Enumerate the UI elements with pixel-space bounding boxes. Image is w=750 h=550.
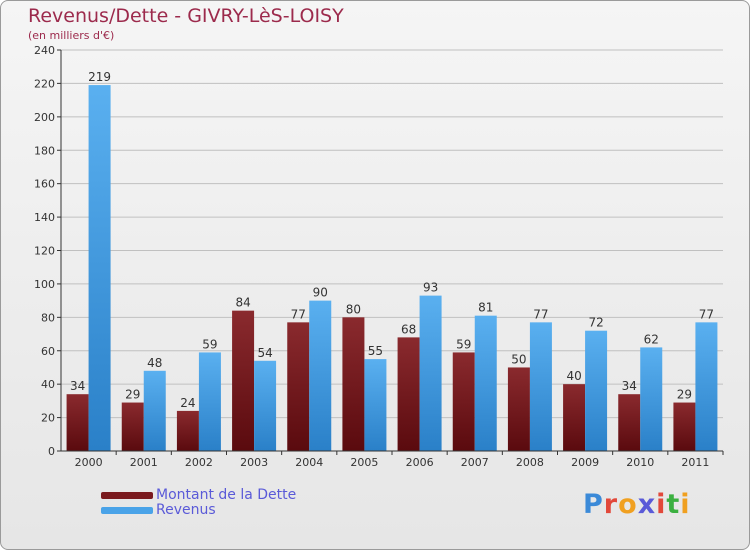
bar-dette: [232, 310, 255, 451]
bar-revenus: [198, 352, 221, 451]
data-label: 77: [291, 307, 306, 321]
x-tick-label: 2004: [295, 456, 323, 469]
bar-revenus: [364, 359, 387, 451]
y-tick-label: 80: [41, 311, 55, 324]
bar-dette: [507, 367, 530, 451]
x-tick-label: 2001: [130, 456, 158, 469]
data-label: 29: [677, 388, 692, 402]
data-label: 93: [423, 281, 438, 295]
bar-revenus: [419, 295, 442, 451]
data-label: 54: [257, 346, 272, 360]
y-tick-label: 100: [34, 278, 55, 291]
bar-dette: [618, 394, 641, 451]
proxiti-logo: Proxiti: [583, 489, 691, 520]
logo-letter: i: [680, 489, 691, 520]
bar-revenus: [640, 347, 663, 451]
y-tick-label: 40: [41, 378, 55, 391]
logo-letter: r: [603, 489, 619, 520]
y-tick-label: 160: [34, 178, 55, 191]
y-tick-label: 200: [34, 111, 55, 124]
data-label: 40: [566, 369, 581, 383]
logo-letter: x: [637, 489, 657, 520]
data-label: 219: [88, 70, 111, 84]
bar-dette: [121, 402, 144, 451]
data-label: 77: [699, 307, 714, 321]
bar-dette: [66, 394, 89, 451]
data-label: 59: [202, 337, 217, 351]
bar-dette: [673, 402, 696, 451]
bar-revenus: [585, 330, 608, 451]
data-label: 68: [401, 322, 416, 336]
data-labels: 34 219 29 48 24 59 84 54 77 90 80 55 68 93 59 81 50 77 40 7…: [70, 70, 714, 410]
bar-revenus: [529, 322, 552, 451]
x-tick-label: 2010: [626, 456, 654, 469]
y-tick-label: 20: [41, 412, 55, 425]
y-tick-label: 60: [41, 345, 55, 358]
x-tick-label: 2002: [185, 456, 213, 469]
bar-dette: [176, 410, 199, 451]
y-tick-label: 180: [34, 144, 55, 157]
bar-dette: [287, 322, 310, 451]
data-label: 77: [533, 307, 548, 321]
x-tick-label: 2009: [571, 456, 599, 469]
y-tick-label: 140: [34, 211, 55, 224]
data-label: 29: [125, 388, 140, 402]
data-label: 59: [456, 337, 471, 351]
logo-letter: P: [583, 489, 604, 520]
data-label: 72: [588, 316, 603, 330]
legend-swatch-dette: [101, 491, 153, 499]
data-label: 84: [235, 296, 250, 310]
data-label: 50: [511, 352, 526, 366]
x-tick-label: 2003: [240, 456, 268, 469]
axes: 0 20 40 60 80 100 120 140 160 180 200 220 240 2000 200…: [34, 44, 724, 469]
logo-letter: o: [618, 489, 638, 520]
x-tick-label: 2006: [406, 456, 434, 469]
bar-dette: [563, 384, 586, 451]
data-label: 90: [313, 286, 328, 300]
bar-revenus: [254, 360, 277, 451]
logo-letter: i: [656, 489, 667, 520]
legend-swatch-revenus: [101, 506, 153, 514]
grid-lines: [61, 49, 723, 419]
chart-title: Revenus/Dette - GIVRY-LèS-LOISY: [28, 5, 344, 27]
data-label: 34: [622, 379, 637, 393]
bar-revenus: [143, 370, 166, 451]
x-tick-label: 2005: [350, 456, 378, 469]
legend-label-revenus: Revenus: [156, 502, 216, 518]
bar-revenus: [695, 322, 718, 451]
data-label: 80: [346, 302, 361, 316]
data-label: 24: [180, 396, 195, 410]
y-tick-label: 0: [48, 445, 55, 458]
y-tick-label: 220: [34, 77, 55, 90]
x-tick-label: 2000: [75, 456, 103, 469]
y-tick-label: 240: [34, 44, 55, 57]
legend-item-dette: Montant de la Dette: [101, 487, 297, 503]
bar-revenus: [88, 85, 111, 452]
bars: [66, 85, 718, 452]
chart-subtitle: (en milliers d'€): [28, 29, 115, 42]
legend-label-dette: Montant de la Dette: [156, 487, 297, 503]
data-label: 55: [368, 344, 383, 358]
bar-revenus: [309, 300, 332, 451]
data-label: 48: [147, 356, 162, 370]
logo-letter: t: [666, 489, 681, 520]
x-tick-label: 2007: [461, 456, 489, 469]
y-tick-label: 120: [34, 245, 55, 258]
data-label: 62: [644, 332, 659, 346]
data-label: 81: [478, 301, 493, 315]
data-label: 34: [70, 379, 85, 393]
bar-dette: [397, 337, 420, 451]
bar-dette: [342, 317, 365, 451]
bar-revenus: [474, 315, 497, 451]
bar-dette: [452, 352, 475, 451]
x-tick-label: 2011: [681, 456, 709, 469]
legend-item-revenus: Revenus: [101, 502, 216, 518]
x-tick-label: 2008: [516, 456, 544, 469]
